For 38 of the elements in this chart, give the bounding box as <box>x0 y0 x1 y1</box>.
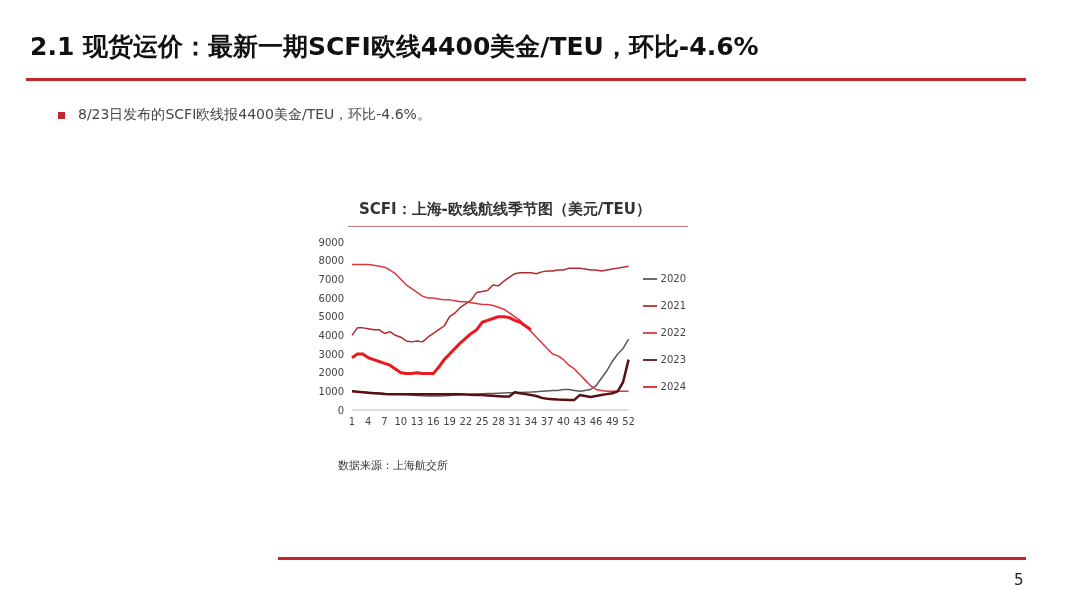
chart-title: 2.1 现货运价：最新一期SCFI欧线4400美金/TEU，环比-4.6% <box>30 31 759 63</box>
legend-label: 2023 <box>660 353 686 365</box>
x-tick-label: 49 <box>605 416 619 428</box>
x-tick-label: 31 <box>508 416 522 428</box>
legend-label: 2022 <box>660 326 686 338</box>
x-tick-label: 7 <box>381 416 388 428</box>
legend-label: 2021 <box>660 299 686 311</box>
y-tick-label: 8000 <box>318 255 344 267</box>
y-tick-label: 5000 <box>318 311 344 323</box>
text: 5 <box>1014 571 1024 589</box>
y-tick-label: 6000 <box>318 292 344 304</box>
x-tick-label: 1 <box>348 416 356 428</box>
y-tick-label: 3000 <box>318 348 344 360</box>
x-tick-label: 10 <box>394 416 408 428</box>
legend-label: 2020 <box>660 272 686 284</box>
legend-label: 2024 <box>660 380 686 392</box>
x-tick-label: 4 <box>365 416 372 428</box>
source-note: 数据来源：上海航交所 <box>338 458 448 473</box>
y-tick-label: 7000 <box>318 273 344 285</box>
y-tick-label: 2000 <box>318 367 344 379</box>
y-tick-label: 1000 <box>318 385 344 397</box>
x-tick-label: 28 <box>492 416 505 428</box>
x-tick-label: 52 <box>622 416 635 428</box>
x-tick-label: 22 <box>459 416 473 428</box>
x-tick-label: 13 <box>410 416 424 428</box>
x-tick-label: 37 <box>540 416 554 428</box>
x-tick-label: 34 <box>524 416 538 428</box>
text: 8/23日发布的SCFI欧线报4400美金/TEU，环比-4.6%。 <box>78 106 431 124</box>
x-tick-label: 25 <box>475 416 489 428</box>
x-tick-label: 43 <box>573 416 587 428</box>
x-tick-label: 46 <box>589 416 603 428</box>
y-tick-label: 4000 <box>318 329 344 341</box>
x-tick-label: 40 <box>557 416 570 428</box>
y-tick-label: 0 <box>337 404 344 416</box>
y-tick-label: 9000 <box>318 236 344 248</box>
x-tick-label: 16 <box>426 416 440 428</box>
chart-subtitle: SCFI：上海-欧线航线季节图（美元/TEU） <box>358 200 652 219</box>
x-tick-label: 19 <box>443 416 456 428</box>
